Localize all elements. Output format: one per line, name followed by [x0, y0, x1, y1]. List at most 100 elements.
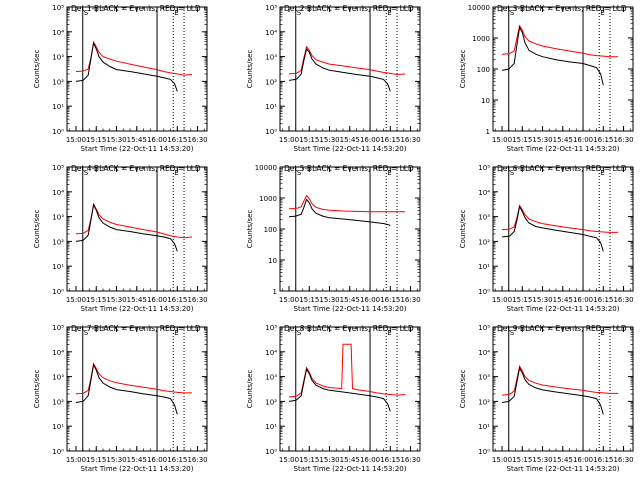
series-lld — [75, 202, 193, 239]
y-tick-label: 10⁴ — [52, 29, 64, 37]
y-axis-label: Counts/sec — [33, 210, 41, 249]
x-tick-label: 15:00 — [66, 296, 86, 304]
y-tick-label: 1 — [486, 128, 490, 136]
x-axis-label: Start Time (22-Oct-11 14:53:20) — [81, 465, 194, 473]
y-axis-label: Counts/sec — [459, 210, 467, 249]
series-lld — [501, 204, 619, 233]
y-tick-label: 10¹ — [52, 263, 64, 271]
x-tick-label: 15:15 — [299, 456, 319, 464]
y-tick-label: 10⁵ — [478, 164, 490, 172]
y-tick-label: 10⁴ — [52, 189, 64, 197]
y-tick-label: 10⁴ — [52, 349, 64, 357]
y-tick-label: 10¹ — [52, 103, 64, 111]
x-tick-label: 16:30 — [400, 136, 420, 144]
x-tick-label: 16:00 — [147, 296, 167, 304]
x-tick-label: 15:30 — [532, 296, 552, 304]
y-tick-label: 10³ — [52, 374, 64, 382]
x-tick-label: 15:45 — [127, 296, 147, 304]
x-tick-label: 15:45 — [127, 456, 147, 464]
start-flag-label: S — [297, 169, 302, 177]
x-tick-label: 15:00 — [492, 456, 512, 464]
x-tick-label: 15:15 — [86, 136, 106, 144]
end-flag-label: E — [600, 169, 604, 177]
x-tick-label: 15:15 — [299, 136, 319, 144]
x-tick-label: 15:45 — [340, 136, 360, 144]
y-tick-label: 10⁴ — [265, 29, 277, 37]
y-axis-label: Counts/sec — [459, 50, 467, 89]
y-tick-label: 10⁵ — [478, 324, 490, 332]
x-tick-label: 15:45 — [553, 456, 573, 464]
y-tick-label: 10² — [52, 398, 64, 406]
x-tick-label: 16:30 — [400, 296, 420, 304]
y-axis-label: Counts/sec — [459, 370, 467, 409]
y-tick-label: 10¹ — [265, 423, 277, 431]
x-tick-label: 15:30 — [319, 456, 339, 464]
x-tick-label: 15:15 — [86, 296, 106, 304]
x-tick-label: 16:15 — [167, 136, 187, 144]
start-flag-label: S — [297, 329, 302, 337]
series-lld — [75, 40, 193, 76]
plot-frame — [492, 166, 634, 292]
x-tick-label: 16:30 — [613, 296, 633, 304]
x-tick-label: 15:15 — [86, 456, 106, 464]
end-flag-label: E — [174, 329, 178, 337]
panel-det-5: 1 10 100 1000 10000 15:00 15:15 15:30 15:45 16:00… — [246, 164, 421, 313]
y-tick-label: 100 — [477, 66, 490, 74]
series-events — [75, 41, 178, 92]
x-tick-label: 15:00 — [279, 136, 299, 144]
end-flag-label: E — [600, 9, 604, 17]
x-tick-label: 15:30 — [106, 136, 126, 144]
y-tick-label: 10000 — [255, 164, 277, 172]
x-tick-label: 15:00 — [66, 456, 86, 464]
panel-title: Det 9-BLACK = Events, RED = LLD — [497, 324, 627, 333]
y-tick-label: 10³ — [52, 214, 64, 222]
series-lld — [501, 24, 619, 58]
plot-frame — [492, 326, 634, 452]
y-tick-label: 10⁰ — [265, 128, 277, 136]
x-tick-label: 15:15 — [512, 136, 532, 144]
x-tick-label: 15:45 — [340, 456, 360, 464]
y-tick-label: 10⁰ — [52, 448, 64, 456]
x-tick-label: 16:30 — [613, 136, 633, 144]
series-events — [501, 25, 604, 86]
panel-title: Det 2-BLACK = Events, RED = LLD — [284, 4, 414, 13]
x-tick-label: 15:45 — [340, 296, 360, 304]
panel-title: Det 4-BLACK = Events, RED = LLD — [71, 164, 201, 173]
y-tick-label: 10⁰ — [478, 288, 490, 296]
panel-title: Det 8-BLACK = Events, RED = LLD — [284, 324, 414, 333]
x-tick-label: 15:30 — [106, 456, 126, 464]
series-events — [75, 363, 178, 415]
x-tick-label: 16:30 — [400, 456, 420, 464]
x-axis-label: Start Time (22-Oct-11 14:53:20) — [81, 145, 194, 153]
start-flag-label: S — [84, 9, 89, 17]
x-tick-label: 15:45 — [553, 296, 573, 304]
y-tick-label: 10² — [52, 238, 64, 246]
x-tick-label: 15:00 — [492, 136, 512, 144]
y-tick-label: 10⁵ — [265, 4, 277, 12]
x-tick-label: 15:00 — [279, 456, 299, 464]
end-flag-label: E — [174, 169, 178, 177]
x-tick-label: 15:15 — [512, 296, 532, 304]
y-tick-label: 10⁵ — [265, 324, 277, 332]
x-tick-label: 16:00 — [573, 136, 593, 144]
y-tick-label: 10¹ — [265, 103, 277, 111]
x-axis-label: Start Time (22-Oct-11 14:53:20) — [507, 305, 620, 313]
y-tick-label: 10⁵ — [52, 164, 64, 172]
end-flag-label: E — [387, 9, 391, 17]
y-axis-label: Counts/sec — [246, 50, 254, 89]
panel-title: Det 6-BLACK = Events, RED = LLD — [497, 164, 627, 173]
x-tick-label: 16:30 — [613, 456, 633, 464]
x-axis-label: Start Time (22-Oct-11 14:53:20) — [294, 305, 407, 313]
y-axis-label: Counts/sec — [246, 370, 254, 409]
y-axis-label: Counts/sec — [246, 210, 254, 249]
x-tick-label: 15:30 — [319, 296, 339, 304]
y-tick-label: 10³ — [478, 374, 490, 382]
series-lld — [501, 364, 619, 396]
start-flag-label: S — [510, 9, 515, 17]
x-tick-label: 16:15 — [380, 136, 400, 144]
start-flag-label: S — [84, 169, 89, 177]
